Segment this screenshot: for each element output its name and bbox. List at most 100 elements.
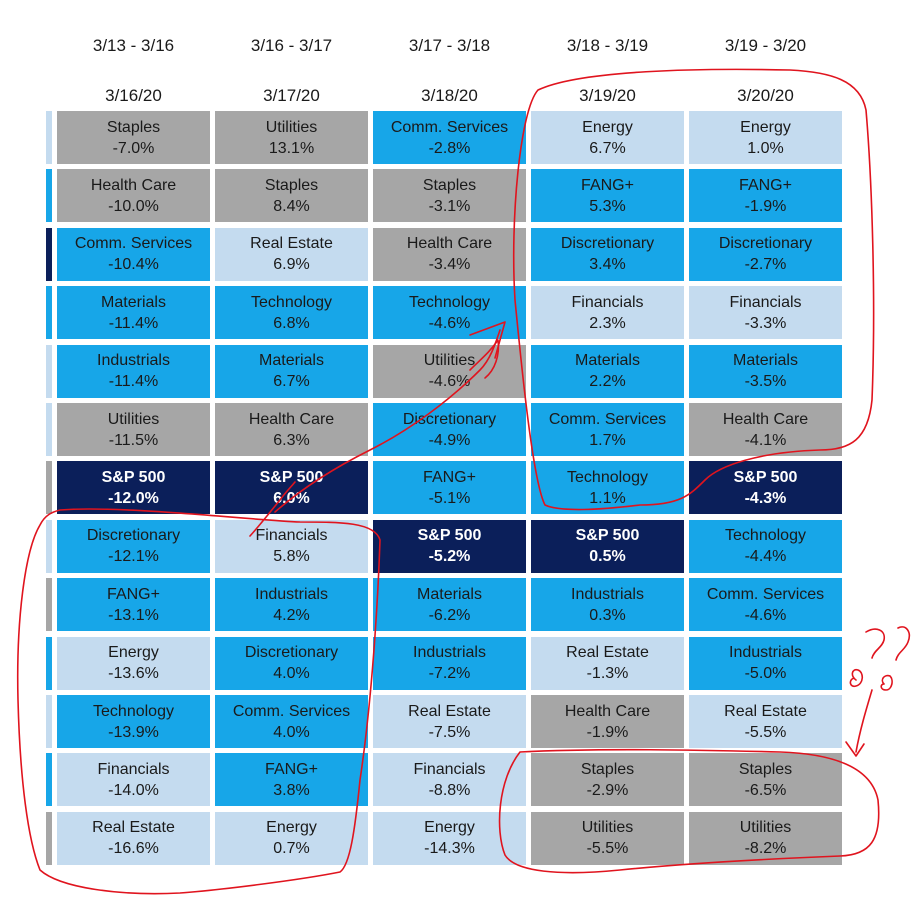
- cell-3-7: FANG+ -5.1%: [373, 461, 526, 515]
- sector-label: Utilities: [423, 352, 476, 370]
- sector-return: 0.5%: [589, 548, 626, 566]
- cell-4-2: FANG+ 5.3%: [531, 169, 684, 223]
- cell-1-6: Utilities -11.5%: [57, 403, 210, 456]
- row-marker-2: [46, 169, 52, 223]
- cell-1-10: Energy -13.6%: [57, 636, 210, 690]
- sector-label: Financials: [729, 293, 802, 311]
- cell-5-12: Staples -6.5%: [689, 753, 842, 807]
- cell-3-2: Staples -3.1%: [373, 169, 526, 223]
- sector-label: Utilities: [107, 410, 160, 428]
- row-marker-1: [46, 111, 52, 164]
- annotation-arrow-to-bottom: [845, 689, 873, 757]
- cell-4-11: Health Care -1.9%: [531, 695, 684, 748]
- cell-4-7: Technology 1.1%: [531, 461, 684, 515]
- sector-return: -2.8%: [428, 139, 471, 157]
- row-marker-11: [46, 695, 52, 748]
- sector-label: Materials: [101, 293, 166, 311]
- sector-return: -13.9%: [108, 723, 159, 741]
- cell-2-8: Financials 5.8%: [215, 519, 368, 573]
- row-marker-6: [46, 403, 52, 456]
- sector-label: Industrials: [571, 585, 644, 603]
- sector-label: Discretionary: [560, 235, 655, 253]
- sector-label: Comm. Services: [390, 118, 509, 136]
- row-marker-7: [46, 461, 52, 515]
- sector-label: Energy: [740, 118, 791, 136]
- cell-5-2: FANG+ -1.9%: [689, 169, 842, 223]
- cell-1-1: Staples -7.0%: [57, 111, 210, 164]
- sector-label: Industrials: [255, 585, 328, 603]
- cell-1-9: FANG+ -13.1%: [57, 578, 210, 632]
- sector-return: 5.8%: [273, 548, 310, 566]
- header-range-5: 3/19 - 3/20: [724, 36, 807, 55]
- cell-1-8: Discretionary -12.1%: [57, 519, 210, 573]
- sector-return: -6.2%: [428, 606, 471, 624]
- sector-label: Technology: [409, 293, 490, 311]
- cell-3-8: S&P 500 -5.2%: [373, 519, 526, 573]
- sector-return: -14.3%: [424, 840, 475, 858]
- cell-2-13: Energy 0.7%: [215, 811, 368, 865]
- sector-label: Energy: [582, 118, 633, 136]
- sector-label: Materials: [575, 352, 640, 370]
- sector-label: Discretionary: [86, 527, 181, 545]
- row-marker-9: [46, 578, 52, 632]
- cell-4-1: Energy 6.7%: [531, 111, 684, 164]
- sector-return: -4.6%: [744, 606, 787, 624]
- row-marker-8: [46, 519, 52, 573]
- sector-return: -4.1%: [744, 431, 787, 449]
- cell-5-7: S&P 500 -4.3%: [689, 461, 842, 515]
- sector-return: 2.3%: [589, 314, 626, 332]
- cell-2-7: S&P 500 6.0%: [215, 461, 368, 515]
- sector-return: 4.2%: [273, 606, 310, 624]
- cell-3-12: Financials -8.8%: [373, 753, 526, 807]
- cell-5-9: Comm. Services -4.6%: [689, 578, 842, 632]
- sector-return: -11.4%: [108, 314, 159, 332]
- cell-4-6: Comm. Services 1.7%: [531, 403, 684, 456]
- cell-2-6: Health Care 6.3%: [215, 403, 368, 456]
- cell-2-2: Staples 8.4%: [215, 169, 368, 223]
- cell-2-9: Industrials 4.2%: [215, 578, 368, 632]
- cell-3-1: Comm. Services -2.8%: [373, 111, 526, 164]
- cell-1-11: Technology -13.9%: [57, 695, 210, 748]
- sector-label: Real Estate: [250, 235, 333, 253]
- cell-2-10: Discretionary 4.0%: [215, 636, 368, 690]
- sector-label: Financials: [413, 760, 486, 778]
- sector-label: Discretionary: [718, 235, 813, 253]
- sector-return: 1.1%: [589, 489, 626, 507]
- sector-return: -1.3%: [586, 665, 629, 683]
- sector-label: Utilities: [581, 819, 634, 837]
- sector-label: Technology: [93, 702, 174, 720]
- row-marker-12: [46, 753, 52, 807]
- sector-label: Staples: [580, 760, 635, 778]
- cell-5-13: Utilities -8.2%: [689, 811, 842, 865]
- cell-2-4: Technology 6.8%: [215, 286, 368, 340]
- cell-4-4: Financials 2.3%: [531, 286, 684, 340]
- sector-return: -3.5%: [744, 373, 787, 391]
- sector-label: Industrials: [413, 644, 486, 662]
- sector-label: Health Care: [90, 176, 177, 194]
- sector-return: -13.6%: [108, 665, 159, 683]
- sector-return: -3.4%: [428, 256, 471, 274]
- sector-return: -7.5%: [428, 723, 471, 741]
- sector-return: -3.1%: [428, 197, 471, 215]
- sector-label: Materials: [417, 585, 482, 603]
- cell-3-11: Real Estate -7.5%: [373, 695, 526, 748]
- sector-return: -5.5%: [744, 723, 787, 741]
- cell-1-12: Financials -14.0%: [57, 753, 210, 807]
- sector-return: -8.2%: [744, 840, 787, 858]
- header-date-1: 3/16/20: [105, 86, 162, 105]
- sector-return: -12.1%: [108, 548, 159, 566]
- sector-label: S&P 500: [259, 468, 324, 486]
- sector-return: 1.0%: [747, 139, 784, 157]
- sector-return: 6.7%: [273, 373, 310, 391]
- cell-1-5: Industrials -11.4%: [57, 344, 210, 398]
- sector-label: S&P 500: [417, 527, 482, 545]
- header-range-1: 3/13 - 3/16: [92, 36, 175, 55]
- header-range-3: 3/17 - 3/18: [408, 36, 491, 55]
- sector-label: FANG+: [739, 176, 792, 194]
- cell-1-7: S&P 500 -12.0%: [57, 461, 210, 515]
- sector-label: Utilities: [265, 118, 318, 136]
- sector-label: Comm. Services: [548, 410, 667, 428]
- sector-label: Real Estate: [92, 819, 175, 837]
- row-marker-10: [46, 636, 52, 690]
- cell-4-5: Materials 2.2%: [531, 344, 684, 398]
